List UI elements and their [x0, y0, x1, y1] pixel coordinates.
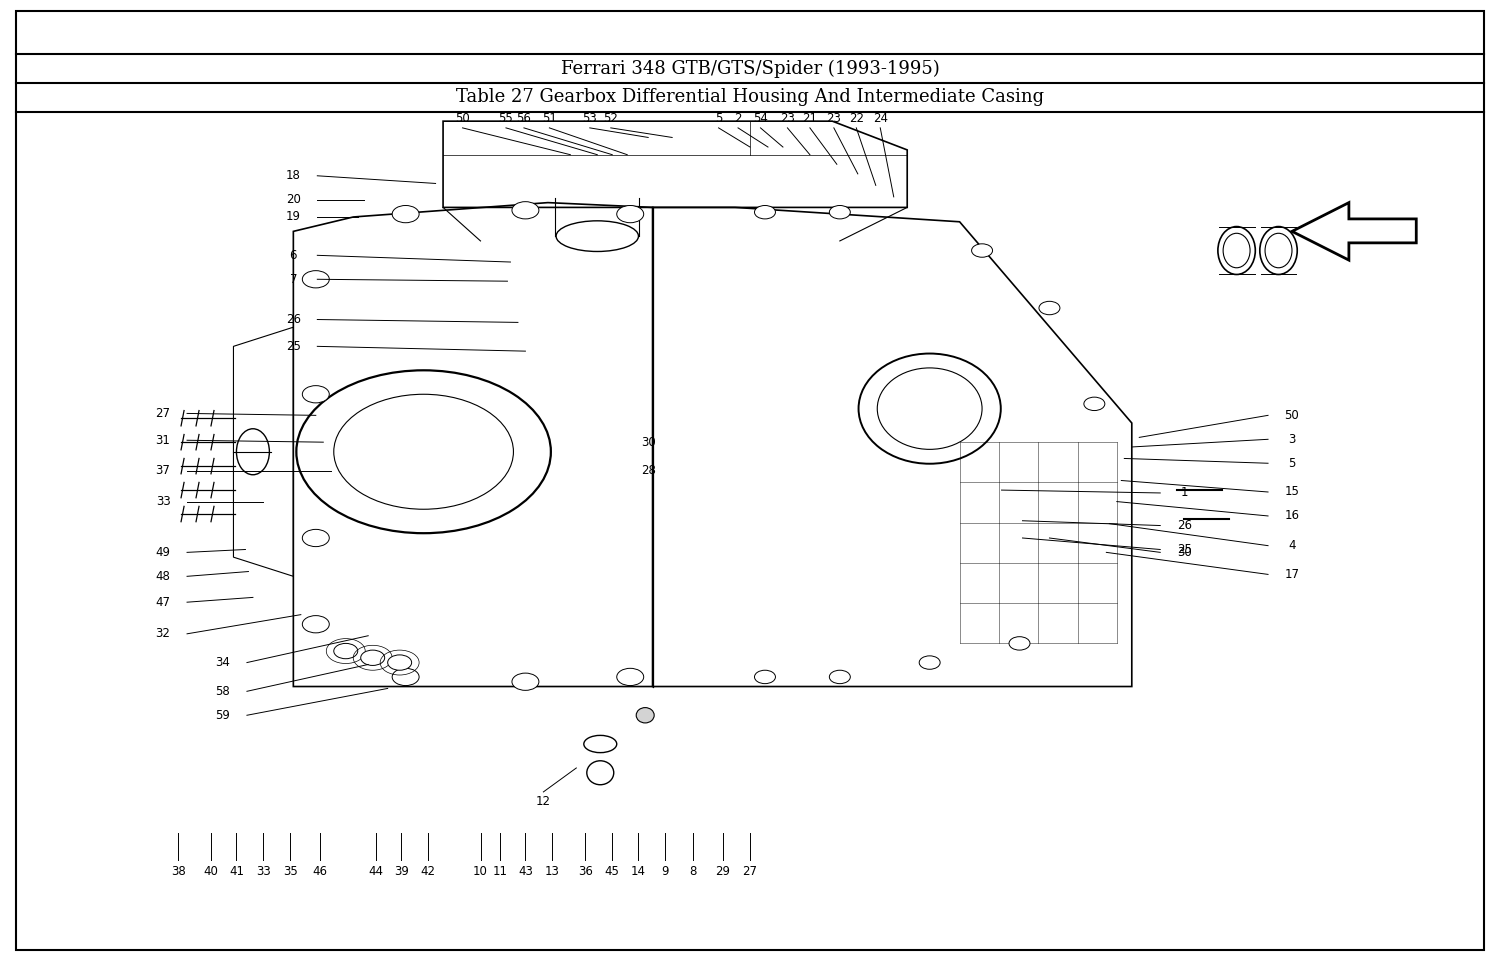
Text: 38: 38: [171, 865, 186, 878]
Text: 24: 24: [873, 111, 888, 125]
Circle shape: [303, 616, 330, 633]
Text: 54: 54: [753, 111, 768, 125]
Text: 17: 17: [1284, 568, 1299, 580]
Text: 18: 18: [286, 169, 302, 183]
Ellipse shape: [636, 707, 654, 723]
Text: 34: 34: [216, 656, 231, 669]
Text: 51: 51: [542, 111, 556, 125]
Text: 41: 41: [230, 865, 244, 878]
Circle shape: [616, 668, 644, 685]
Text: 52: 52: [603, 111, 618, 125]
Text: 42: 42: [420, 865, 435, 878]
Text: 53: 53: [582, 111, 597, 125]
Text: 2: 2: [735, 111, 742, 125]
Text: 26: 26: [1176, 519, 1191, 532]
Text: 47: 47: [156, 596, 171, 608]
Text: 3: 3: [1288, 432, 1296, 446]
Text: 23: 23: [827, 111, 842, 125]
Text: 10: 10: [472, 865, 488, 878]
Text: 26: 26: [286, 313, 302, 326]
Text: 56: 56: [516, 111, 531, 125]
Text: 7: 7: [290, 273, 297, 285]
Text: 29: 29: [716, 865, 730, 878]
Text: 5: 5: [1288, 456, 1296, 470]
Text: 11: 11: [492, 865, 507, 878]
Circle shape: [1010, 637, 1031, 650]
Text: 21: 21: [802, 111, 818, 125]
Text: 46: 46: [314, 865, 328, 878]
Text: 4: 4: [1288, 539, 1296, 553]
Text: 31: 31: [156, 433, 171, 447]
Circle shape: [360, 650, 384, 665]
Text: 45: 45: [604, 865, 619, 878]
Text: 59: 59: [216, 709, 231, 722]
Text: 23: 23: [780, 111, 795, 125]
Text: 27: 27: [742, 865, 758, 878]
Circle shape: [512, 673, 538, 690]
Text: 36: 36: [578, 865, 592, 878]
Text: 58: 58: [216, 685, 231, 698]
Circle shape: [387, 654, 411, 670]
Circle shape: [830, 670, 850, 683]
Text: Ferrari 348 GTB/GTS/Spider (1993-1995): Ferrari 348 GTB/GTS/Spider (1993-1995): [561, 60, 939, 78]
Text: 13: 13: [544, 865, 560, 878]
Circle shape: [303, 385, 330, 403]
Circle shape: [1084, 397, 1106, 410]
Text: 55: 55: [498, 111, 513, 125]
Text: Table 27 Gearbox Differential Housing And Intermediate Casing: Table 27 Gearbox Differential Housing An…: [456, 88, 1044, 107]
Circle shape: [972, 244, 993, 258]
Polygon shape: [1292, 203, 1416, 260]
Circle shape: [830, 206, 850, 219]
Text: 8: 8: [690, 865, 698, 878]
Text: 16: 16: [1284, 509, 1299, 523]
Text: 35: 35: [284, 865, 297, 878]
Circle shape: [512, 202, 538, 219]
Text: 12: 12: [536, 795, 550, 808]
Circle shape: [303, 271, 330, 288]
Text: 27: 27: [156, 407, 171, 420]
Text: 39: 39: [393, 865, 408, 878]
Text: 5: 5: [716, 111, 722, 125]
Text: 22: 22: [849, 111, 864, 125]
Text: 43: 43: [518, 865, 532, 878]
Text: 6: 6: [290, 249, 297, 261]
Text: 32: 32: [156, 628, 171, 640]
Text: 33: 33: [256, 865, 272, 878]
Text: 9: 9: [662, 865, 669, 878]
Text: 37: 37: [156, 464, 171, 478]
Text: 15: 15: [1284, 485, 1299, 499]
Text: 49: 49: [156, 546, 171, 559]
Text: 30: 30: [640, 435, 656, 449]
Circle shape: [754, 670, 776, 683]
Text: 50: 50: [1284, 408, 1299, 422]
Text: 44: 44: [368, 865, 382, 878]
Text: 33: 33: [156, 495, 171, 508]
Circle shape: [920, 655, 940, 669]
Text: 14: 14: [630, 865, 645, 878]
Text: 28: 28: [640, 464, 656, 478]
Text: 25: 25: [286, 340, 302, 353]
Circle shape: [616, 206, 644, 223]
Text: 1: 1: [1180, 486, 1188, 500]
Text: 40: 40: [204, 865, 219, 878]
Text: 48: 48: [156, 570, 171, 582]
Text: 30: 30: [1178, 546, 1191, 559]
Circle shape: [334, 644, 357, 658]
Circle shape: [392, 668, 418, 685]
Circle shape: [1040, 302, 1060, 315]
Circle shape: [754, 206, 776, 219]
Text: 50: 50: [454, 111, 470, 125]
Circle shape: [392, 206, 418, 223]
Text: 25: 25: [1178, 543, 1191, 556]
Circle shape: [303, 530, 330, 547]
Text: 19: 19: [286, 210, 302, 224]
Text: 20: 20: [286, 193, 302, 207]
